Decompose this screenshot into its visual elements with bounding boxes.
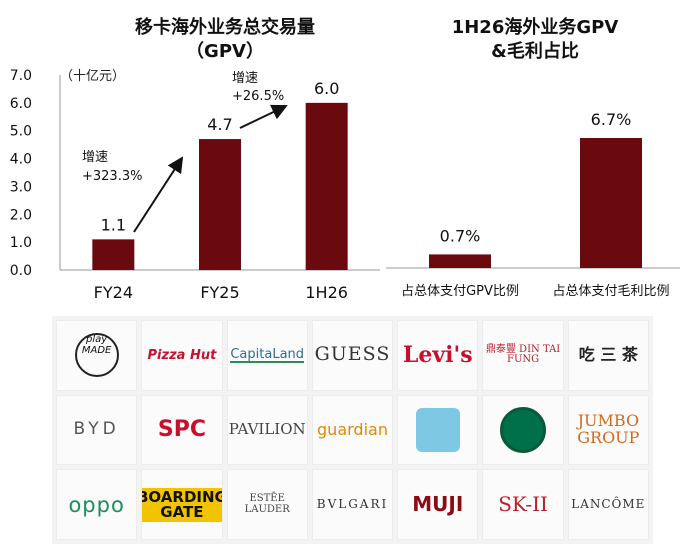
pavilion-logo-mark: PAVILION (228, 420, 306, 439)
left-chart-title-line1: 移卡海外业务总交易量 (135, 17, 315, 38)
bar-fy25 (199, 139, 241, 270)
guess-logo: GUESS (311, 320, 394, 391)
guardian-logo: guardian (311, 394, 394, 466)
bar-1h26 (305, 102, 348, 270)
y-tick-label: 6.0 (10, 96, 32, 112)
lancome-logo-mark: LANCÔME (571, 497, 646, 512)
right-bar-2 (580, 138, 642, 268)
left-chart-title: 移卡海外业务总交易量 （GPV） (80, 16, 370, 64)
levis-logo-mark: Levi's (402, 341, 473, 368)
boarding-gate-logo-mark: BOARDING GATE (142, 487, 222, 522)
starbucks-logo-mark (500, 406, 547, 453)
growth-value-2: +26.5% (232, 89, 284, 104)
bar-value-label: 6.7% (591, 110, 632, 129)
y-tick-label: 2.0 (10, 207, 32, 223)
bvlgari-logo-mark: BVLGARI (316, 497, 389, 512)
right-chart-title: 1H26海外业务GPV &毛利占比 (420, 16, 650, 64)
right-chart-title-line2: &毛利占比 (491, 41, 579, 62)
growth-arrow-1 (133, 156, 184, 233)
guess-logo-mark: GUESS (314, 343, 391, 366)
x-tick-label: 占总体支付毛利比例 (552, 284, 669, 299)
starbucks-logo (482, 394, 564, 466)
kids-logo (397, 394, 479, 466)
x-tick-label: FY24 (94, 283, 133, 302)
y-unit-label: （十亿元） (60, 69, 125, 84)
capitaland-logo: CapitaLand (226, 320, 308, 391)
din-tai-fung-logo: 鼎泰豐 DIN TAI FUNG (482, 320, 564, 391)
bar-fy24 (92, 239, 135, 270)
guardian-logo-mark: guardian (317, 419, 388, 439)
jumbo-logo: JUMBO GROUP (567, 394, 649, 466)
oppo-logo-mark: oppo (68, 492, 125, 517)
x-tick-label: FY25 (200, 283, 239, 302)
left-bar-chart: 0.0 1.0 2.0 3.0 4.0 5.0 6.0 7.0 1.1 FY24 4.7 FY25 6.… (10, 68, 380, 302)
estee-lauder-logo: ESTĒE LAUDER (226, 469, 308, 540)
merchant-logo-grid: play MADE Pizza Hut CapitaLand GUESS Levi's 鼎… (52, 316, 653, 544)
byd-logo-mark: BYD (73, 419, 120, 440)
y-tick-label: 7.0 (10, 68, 32, 84)
right-bar-chart: 0.7% 占总体支付GPV比例 6.7% 占总体支付毛利比例 (386, 110, 680, 299)
charts-canvas: 0.0 1.0 2.0 3.0 4.0 5.0 6.0 7.0 1.1 FY24 4.7 FY25 6.… (10, 68, 680, 302)
growth-label-2: 增速 (232, 71, 258, 86)
y-tick-label: 5.0 (10, 124, 32, 140)
din-tai-fung-logo-mark: 鼎泰豐 DIN TAI FUNG (485, 343, 561, 366)
kids-logo-mark (415, 407, 460, 452)
chi-logo-mark: 吃 三 茶 (578, 344, 638, 364)
sk-ii-logo: SK-II (482, 469, 564, 540)
pizza-hut-logo-mark: Pizza Hut (147, 347, 217, 363)
muji-logo: MUJI (397, 469, 479, 540)
byd-logo: BYD (56, 394, 138, 466)
right-bar-1 (429, 254, 491, 268)
jumbo-logo-mark: JUMBO GROUP (577, 411, 640, 447)
x-tick-label: 1H26 (305, 283, 348, 302)
pizza-hut-logo: Pizza Hut (141, 320, 223, 391)
oppo-logo: oppo (56, 469, 138, 540)
y-tick-label: 3.0 (10, 179, 32, 195)
bar-value-label: 6.0 (314, 79, 339, 98)
pavilion-logo: PAVILION (226, 394, 308, 466)
growth-label-1: 增速 (82, 150, 108, 165)
bar-value-label: 1.1 (101, 215, 126, 234)
x-tick-label: 占总体支付GPV比例 (401, 284, 519, 299)
bar-value-label: 4.7 (207, 115, 232, 134)
spc-logo: SPC (141, 394, 223, 466)
right-chart-title-line1: 1H26海外业务GPV (451, 17, 619, 38)
muji-logo-mark: MUJI (412, 492, 464, 517)
spc-logo-mark: SPC (157, 417, 206, 443)
lancome-logo: LANCÔME (567, 469, 649, 540)
growth-arrow-2 (239, 104, 288, 129)
y-tick-label: 4.0 (10, 152, 32, 168)
capitaland-logo-mark: CapitaLand (230, 346, 305, 364)
playmade-logo: play MADE (56, 320, 138, 391)
left-chart-title-line2: （GPV） (186, 41, 264, 62)
playmade-logo-mark: play MADE (74, 333, 119, 378)
estee-lauder-logo-mark: ESTĒE LAUDER (244, 493, 290, 515)
boarding-gate-logo: BOARDING GATE (141, 469, 223, 540)
growth-value-1: +323.3% (82, 169, 142, 184)
chi-logo: 吃 三 茶 (567, 320, 649, 391)
levis-logo: Levi's (397, 320, 479, 391)
bvlgari-logo: BVLGARI (311, 469, 394, 540)
bar-value-label: 0.7% (440, 226, 481, 245)
sk-ii-logo-mark: SK-II (498, 492, 548, 517)
y-tick-label: 1.0 (10, 235, 32, 251)
y-tick-label: 0.0 (10, 263, 32, 279)
